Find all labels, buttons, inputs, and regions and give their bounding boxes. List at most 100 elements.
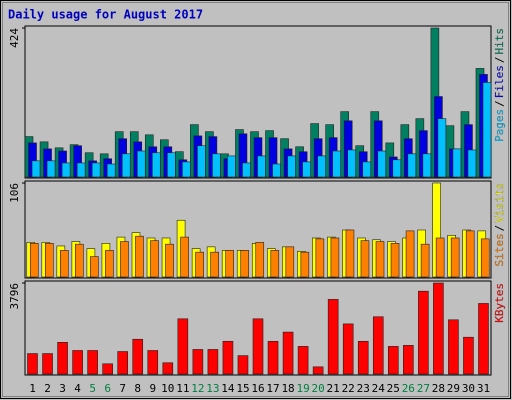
x-tick-label: 22	[342, 382, 355, 395]
bar	[315, 238, 325, 278]
bar	[257, 155, 266, 178]
bar	[72, 350, 83, 375]
x-tick-label: 4	[74, 382, 81, 395]
x-tick-label: 17	[266, 382, 279, 395]
bar	[42, 353, 53, 375]
bar	[422, 153, 432, 178]
legend-entry: Pages	[493, 109, 506, 142]
bar	[136, 150, 146, 178]
bar	[450, 237, 460, 278]
x-tick-label: 20	[312, 382, 325, 395]
bar	[347, 149, 356, 178]
x-tick-label: 26	[402, 382, 415, 395]
bar	[332, 150, 341, 178]
bar	[177, 318, 189, 375]
bar	[463, 336, 474, 375]
bar	[448, 319, 459, 375]
bar	[282, 331, 294, 375]
x-tick-label: 11	[176, 382, 189, 395]
bar	[342, 323, 354, 375]
bar	[117, 351, 129, 375]
x-tick-label: 10	[161, 382, 174, 395]
legend: Pages/Files/Hits	[493, 28, 506, 142]
bar	[360, 240, 370, 278]
x-tick-label: 24	[372, 382, 386, 395]
bar	[345, 229, 355, 278]
bar	[31, 160, 41, 178]
x-tick-label: 25	[387, 382, 400, 395]
bar	[60, 250, 69, 278]
inner-border	[2, 2, 509, 397]
bar	[227, 155, 236, 178]
chart-title: Daily usage for August 2017	[8, 8, 203, 22]
bar	[207, 349, 219, 375]
bar	[212, 153, 221, 178]
bar	[87, 350, 98, 375]
bar	[405, 230, 415, 278]
bar	[297, 346, 309, 375]
bar	[267, 340, 279, 375]
bar	[105, 250, 114, 278]
x-tick-label: 29	[447, 382, 460, 395]
x-tick-label: 8	[134, 382, 141, 395]
legend-entry: Visits	[493, 183, 506, 223]
bar	[437, 118, 447, 178]
bar	[377, 150, 387, 178]
bar	[357, 340, 369, 375]
x-tick-label: 12	[191, 382, 204, 395]
x-tick-label: 1	[29, 382, 36, 395]
bar	[312, 366, 324, 375]
bar	[317, 155, 326, 178]
bar	[330, 237, 340, 278]
bar	[46, 160, 56, 178]
bar	[27, 353, 38, 375]
x-tick-label: 31	[477, 382, 490, 395]
bar	[433, 282, 444, 375]
bar	[90, 256, 99, 278]
bar	[150, 240, 159, 278]
bar	[29, 243, 39, 278]
y-tick-label: 3796	[8, 283, 21, 310]
bar	[390, 243, 400, 278]
x-tick-label: 21	[327, 382, 340, 395]
x-tick-label: 9	[149, 382, 156, 395]
x-tick-label: 23	[357, 382, 370, 395]
bar	[225, 250, 234, 278]
bar	[467, 149, 477, 178]
bar	[255, 242, 265, 278]
x-tick-label: 6	[104, 382, 111, 395]
bar	[392, 159, 402, 178]
bar	[180, 236, 189, 278]
bar	[195, 251, 204, 278]
bar	[57, 342, 68, 375]
x-tick-label: 27	[417, 382, 430, 395]
bar	[362, 161, 372, 178]
bar	[162, 362, 174, 375]
bar	[132, 338, 144, 375]
legend: Sites/ Visits	[493, 183, 506, 267]
bar	[167, 152, 176, 178]
bar	[151, 152, 161, 178]
bar	[120, 241, 129, 278]
bar	[375, 241, 385, 278]
bar	[482, 82, 492, 178]
legend-separator: /	[493, 57, 506, 64]
bar	[165, 243, 174, 278]
bar	[44, 243, 54, 278]
bar	[452, 148, 462, 178]
bar	[480, 238, 490, 278]
bar	[222, 340, 234, 375]
bar	[272, 163, 281, 178]
bar	[302, 161, 311, 178]
legend-separator: /	[493, 100, 506, 107]
x-tick-label: 30	[462, 382, 475, 395]
bar	[252, 318, 264, 375]
bar	[478, 303, 489, 375]
y-tick-label: 106	[8, 183, 21, 203]
bar	[210, 251, 219, 278]
legend-entry: Sites	[493, 233, 506, 266]
x-tick-label: 2	[44, 382, 51, 395]
x-tick-label: 19	[296, 382, 309, 395]
